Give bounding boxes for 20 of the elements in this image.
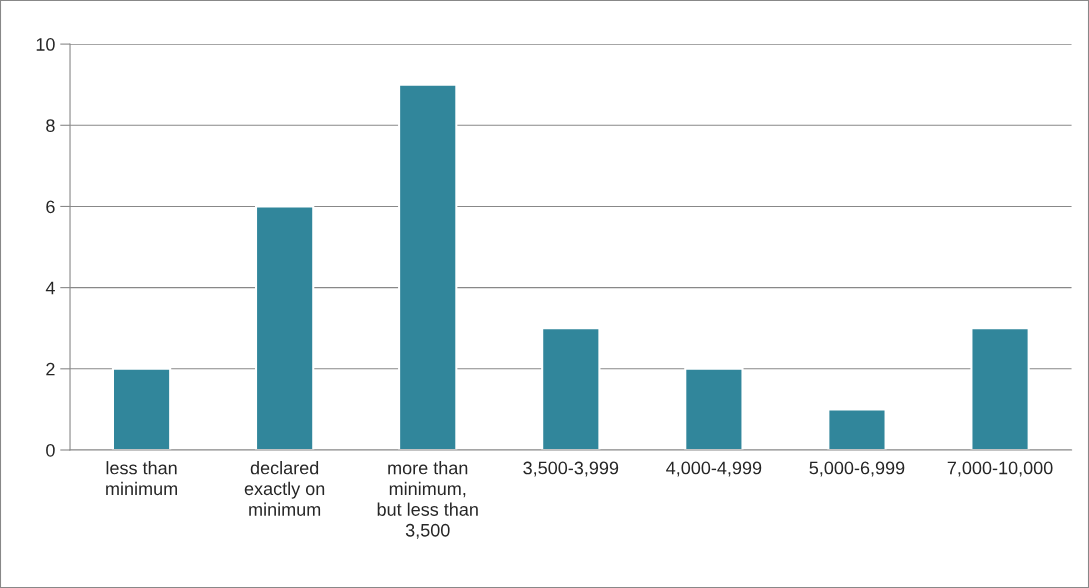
bar — [111, 367, 172, 450]
x-tick-label: more than minimum, but less than 3,500 — [377, 461, 478, 539]
y-tick-label: 4 — [45, 281, 55, 295]
x-tick-label: 3,500-3,999 — [523, 461, 619, 477]
y-tick-label: 2 — [46, 362, 55, 376]
y-tick-label: 8 — [46, 119, 55, 132]
bar — [398, 83, 458, 450]
x-tick-label: 5,000-6,999 — [809, 461, 905, 477]
y-tick-label: 10 — [36, 38, 55, 51]
bar — [827, 408, 887, 450]
x-tick-label: 4,000-4,999 — [666, 461, 762, 477]
bar — [541, 327, 601, 450]
x-tick-label: 7,000-10,000 — [947, 461, 1053, 477]
y-tick-label: 6 — [46, 200, 55, 214]
bar — [970, 327, 1030, 450]
bar — [254, 205, 315, 450]
x-tick-label: less than minimum — [106, 461, 177, 496]
bar — [684, 367, 744, 450]
x-tick-label: declared exactly on minimum — [244, 461, 325, 516]
y-tick-label: 0 — [46, 443, 55, 457]
